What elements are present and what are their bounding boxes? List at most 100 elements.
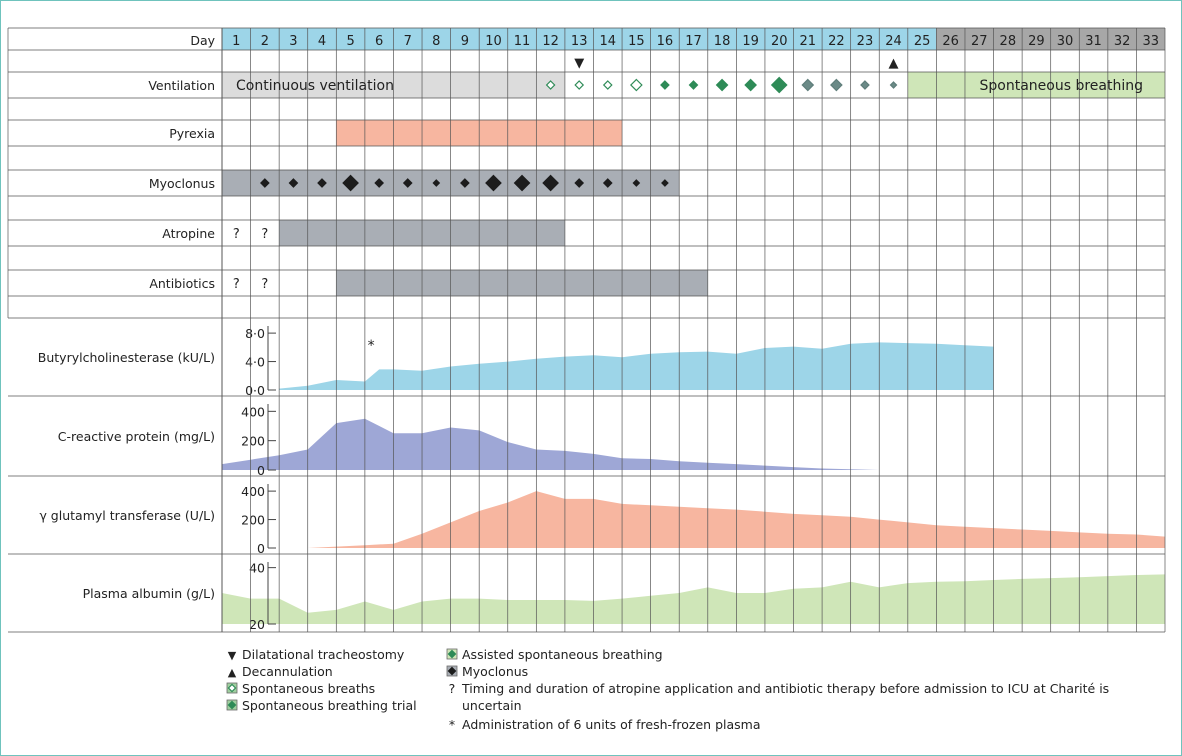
legend-symbol-icon [447,649,457,659]
day-number: 24 [885,34,902,49]
day-number: 17 [685,34,702,49]
y-tick-label-3: 20 [249,617,265,632]
day-number: 27 [971,34,988,49]
myoclonus-diamond-icon [317,178,327,188]
day-number: 5 [346,34,354,49]
ventilation-spontaneous-breathing-trial-icon [660,80,670,90]
legend-symbol-icon: ▲ [228,666,237,679]
ventilation-spontaneous-breathing-trial-icon [744,78,757,92]
day-number: 21 [800,34,817,49]
legend-label: Spontaneous breaths [242,681,375,696]
day-number: 18 [714,34,731,49]
ventilation-spontaneous-breaths-icon [545,80,556,90]
legend-note-mark: ? [449,681,456,696]
ventilation-spontaneous-breaths-icon [574,80,585,90]
y-tick-label-2: 400 [241,484,265,499]
day-number: 8 [432,34,440,49]
myoclonus-diamond-icon [342,174,359,192]
legend-symbol-icon [227,700,237,710]
myoclonus-diamond-icon [632,179,641,187]
day-number: 32 [1114,34,1131,49]
pyrexia-label: Pyrexia [169,126,215,141]
antibiotics-label: Antibiotics [149,276,215,291]
uncertain-mark: ? [261,227,268,242]
day-number: 12 [542,34,559,49]
day-number: 19 [742,34,759,49]
plasma-annotation-star: * [368,338,375,354]
myoclonus-diamond-icon [402,178,413,188]
event-marker-icon: ▲ [889,56,899,71]
ventilation-spontaneous-breathing-trial-icon [715,78,729,92]
day-header-bg [222,28,937,50]
uncertain-mark: ? [233,227,240,242]
legend-label: Assisted spontaneous breathing [462,647,663,662]
day-number: 30 [1057,34,1074,49]
antibiotics-bar [336,270,708,296]
ventilation-label: Ventilation [148,78,215,93]
myoclonus-diamond-icon [260,178,270,188]
y-tick-label-3: 40 [249,561,265,576]
myoclonus-label: Myoclonus [149,176,215,191]
day-number: 9 [461,34,469,49]
ventilation-assisted-spontaneous-breathing-icon [889,81,898,89]
ventilation-spontaneous-breathing-trial-icon [770,76,788,94]
day-header-label: Day [190,33,215,48]
legend-symbol-icon [447,666,457,676]
day-number: 10 [485,34,502,49]
day-number: 25 [914,34,931,49]
myoclonus-diamond-icon [602,178,613,188]
y-tick-label-0: 0·0 [245,383,265,398]
legend-note-text: Timing and duration of atropine applicat… [461,681,1109,696]
legend-label: Myoclonus [462,664,528,679]
day-number: 20 [771,34,788,49]
ventilation-spontaneous-breaths-icon [602,80,613,90]
atropine-label: Atropine [162,226,215,241]
y-tick-label-2: 0 [257,541,265,556]
myoclonus-diamond-icon [513,174,531,192]
day-number: 15 [628,34,645,49]
day-number: 13 [571,34,588,49]
series-area-3 [222,574,1165,624]
ventilation-assisted-spontaneous-breathing-icon [860,80,870,90]
day-number: 28 [1000,34,1017,49]
series-area-1 [222,418,880,470]
legend-symbol-icon [227,683,237,693]
series-label-3: Plasma albumin (g/L) [83,586,215,601]
legend-label: Decannulation [242,664,333,679]
myoclonus-diamond-icon [542,174,559,192]
day-number: 7 [404,34,412,49]
legend-label: Spontaneous breathing trial [242,698,417,713]
day-number: 11 [514,34,531,49]
myoclonus-diamond-icon [574,178,585,188]
ventilation-assisted-spontaneous-breathing-icon [830,78,843,92]
y-tick-label-0: 4·0 [245,355,265,370]
y-tick-label-1: 200 [241,434,265,449]
day-number: 14 [599,34,616,49]
ventilation-spontaneous-breaths-icon [630,78,643,92]
myoclonus-diamond-icon [374,178,385,188]
series-area-2 [222,491,1165,548]
day-number: 29 [1028,34,1045,49]
day-number: 3 [289,34,297,49]
day-number: 2 [261,34,269,49]
day-number: 26 [942,34,959,49]
day-number: 33 [1142,34,1159,49]
myoclonus-diamond-icon [288,178,299,188]
ventilation-assisted-spontaneous-breathing-icon [801,78,815,92]
ventilation-spontaneous-breathing-trial-icon [688,80,699,90]
myoclonus-diamond-icon [661,179,669,187]
day-number: 23 [857,34,874,49]
myoclonus-diamond-icon [460,178,470,188]
uncertain-mark: ? [261,277,268,292]
myoclonus-diamond-icon [485,174,502,192]
day-number: 4 [318,34,326,49]
ventilation-spontaneous-label: Spontaneous breathing [980,78,1144,94]
myoclonus-diamond-icon [432,179,441,187]
y-tick-label-0: 8·0 [245,326,265,341]
event-marker-icon: ▼ [574,56,584,71]
uncertain-mark: ? [233,277,240,292]
day-number: 16 [657,34,674,49]
day-number: 22 [828,34,845,49]
day-number: 6 [375,34,383,49]
